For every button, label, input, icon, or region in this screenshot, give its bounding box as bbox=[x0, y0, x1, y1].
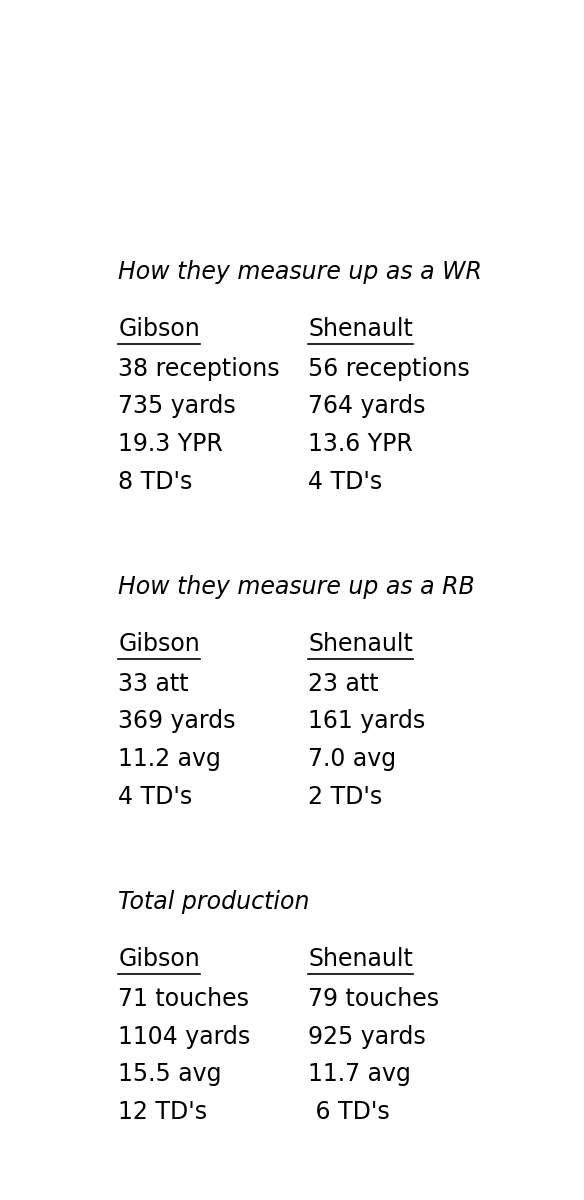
Text: 71 touches: 71 touches bbox=[118, 986, 249, 1010]
Text: 56 receptions: 56 receptions bbox=[308, 356, 470, 380]
Text: Shenault: Shenault bbox=[308, 632, 413, 656]
Text: 925 yards: 925 yards bbox=[308, 1025, 426, 1049]
Text: Gibson: Gibson bbox=[118, 632, 200, 656]
Text: 1104 yards: 1104 yards bbox=[118, 1025, 251, 1049]
Text: 8 TD's: 8 TD's bbox=[118, 470, 193, 494]
Text: 15.5 avg: 15.5 avg bbox=[118, 1062, 222, 1086]
Text: How they measure up as a RB: How they measure up as a RB bbox=[118, 575, 475, 599]
Text: Shenault: Shenault bbox=[308, 317, 413, 341]
Text: Total production: Total production bbox=[118, 889, 310, 913]
Text: Gibson: Gibson bbox=[118, 317, 200, 341]
Text: 33 att: 33 att bbox=[118, 672, 189, 696]
Text: 38 receptions: 38 receptions bbox=[118, 356, 280, 380]
Text: 19.3 YPR: 19.3 YPR bbox=[118, 432, 223, 456]
Text: 11.2 avg: 11.2 avg bbox=[118, 748, 221, 772]
Text: Shenault: Shenault bbox=[308, 947, 413, 971]
Text: 4 TD's: 4 TD's bbox=[308, 470, 383, 494]
Text: 13.6 YPR: 13.6 YPR bbox=[308, 432, 413, 456]
Text: 23 att: 23 att bbox=[308, 672, 379, 696]
Text: Gibson: Gibson bbox=[118, 947, 200, 971]
Text: 2 TD's: 2 TD's bbox=[308, 785, 383, 809]
Text: How they measure up as a WR: How they measure up as a WR bbox=[118, 259, 482, 283]
Text: 7.0 avg: 7.0 avg bbox=[308, 748, 397, 772]
Text: 764 yards: 764 yards bbox=[308, 395, 426, 419]
Text: 161 yards: 161 yards bbox=[308, 709, 426, 733]
Text: 735 yards: 735 yards bbox=[118, 395, 236, 419]
Text: 4 TD's: 4 TD's bbox=[118, 785, 193, 809]
Text: 369 yards: 369 yards bbox=[118, 709, 236, 733]
Text: 12 TD's: 12 TD's bbox=[118, 1100, 207, 1124]
Text: 11.7 avg: 11.7 avg bbox=[308, 1062, 411, 1086]
Text: 6 TD's: 6 TD's bbox=[308, 1100, 390, 1124]
Text: 79 touches: 79 touches bbox=[308, 986, 440, 1010]
